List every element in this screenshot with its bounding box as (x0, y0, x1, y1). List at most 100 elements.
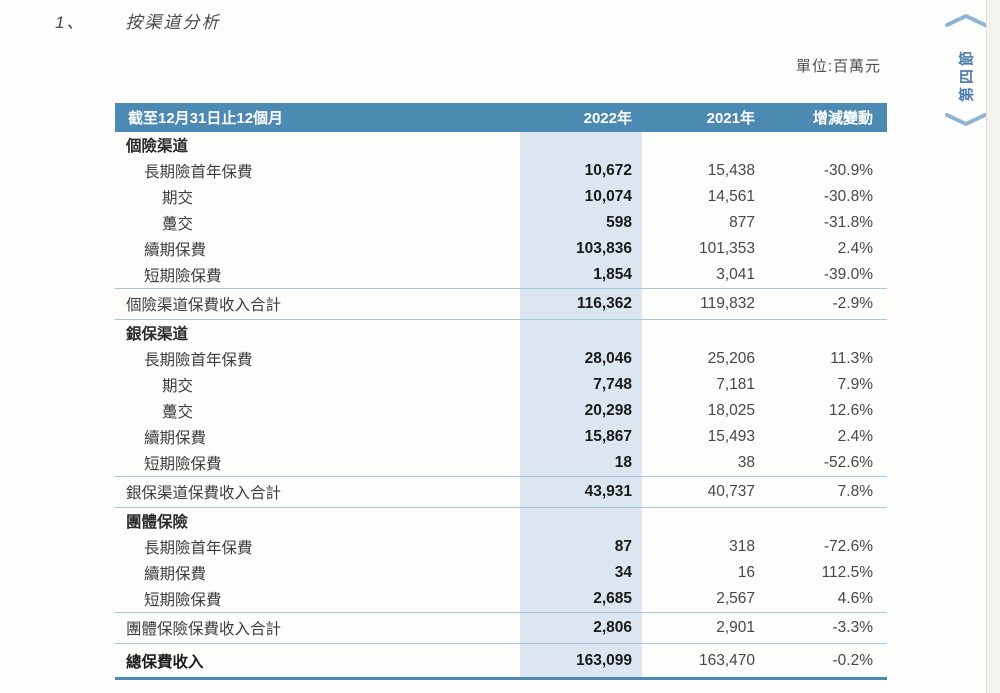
value-2022: 116,362 (520, 289, 642, 319)
value-2021 (642, 132, 765, 158)
value-2021: 3,041 (716, 266, 755, 283)
value-2021: 101,353 (698, 240, 755, 257)
table-row: 長期險首年保費 10,672 15,438 -30.9% (115, 158, 887, 184)
table-row: 躉交 20,298 18,025 12.6% (115, 398, 887, 424)
table-row: 銀保渠道保費收入合計 43,931 40,737 7.8% (115, 476, 887, 508)
value-2022: 2,685 (520, 586, 642, 612)
row-label: 長期險首年保費 (144, 164, 253, 181)
table-row: 躉交 598 877 -31.8% (115, 210, 887, 236)
value-2022: 10,672 (520, 158, 642, 184)
unit-label: 單位:百萬元 (795, 58, 881, 75)
value-2021: 25,206 (707, 350, 755, 367)
value-2021: 163,470 (698, 651, 755, 669)
value-change: -39.0% (823, 266, 873, 283)
value-2022: 1,854 (520, 262, 642, 288)
row-label: 銀保渠道 (126, 326, 189, 343)
row-label: 期交 (162, 378, 194, 395)
row-label: 總保費收入 (126, 653, 204, 671)
value-change: -31.8% (823, 214, 873, 231)
column-header-change: 增減變動 (812, 110, 873, 127)
value-2022: 163,099 (520, 644, 642, 677)
row-label: 續期保費 (144, 242, 207, 259)
section-title-number: 1、 (55, 13, 86, 32)
section-title-text: 按渠道分析 (125, 13, 221, 32)
value-2022 (520, 320, 642, 346)
table-row: 長期險首年保費 28,046 25,206 11.3% (115, 346, 887, 372)
row-label: 續期保費 (144, 430, 207, 447)
value-change: 11.3% (830, 350, 873, 367)
value-change: 12.6% (829, 402, 873, 419)
value-2021: 15,438 (707, 162, 755, 179)
value-2022: 598 (520, 210, 642, 236)
value-change (765, 320, 887, 346)
value-change: -30.9% (823, 162, 873, 179)
value-2021 (642, 508, 765, 534)
value-2021: 38 (737, 454, 755, 471)
table-row: 銀保渠道 (115, 320, 887, 346)
value-change: 2.4% (837, 240, 873, 257)
row-label: 長期險首年保費 (144, 352, 253, 369)
value-change: 2.4% (837, 428, 873, 445)
row-label: 短期險保費 (144, 268, 222, 285)
value-change: 112.5% (821, 564, 873, 581)
table-row: 總保費收入 163,099 163,470 -0.2% (115, 644, 887, 680)
value-2022: 20,298 (520, 398, 642, 424)
column-header-2021: 2021年 (706, 110, 755, 127)
value-2021: 119,832 (700, 295, 755, 312)
table-row: 續期保費 103,836 101,353 2.4% (115, 236, 887, 262)
chevron-up-icon (945, 14, 987, 27)
value-2022: 103,836 (520, 236, 642, 262)
value-2021: 18,025 (707, 402, 755, 419)
row-label: 銀保渠道保費收入合計 (126, 485, 282, 502)
row-label: 團體保險保費收入合計 (126, 621, 282, 638)
value-2022 (520, 132, 642, 158)
value-change: 7.8% (837, 483, 873, 500)
table-row: 續期保費 15,867 15,493 2.4% (115, 424, 887, 450)
table-row: 短期險保費 1,854 3,041 -39.0% (115, 262, 887, 288)
value-2022: 43,931 (520, 477, 642, 507)
value-change: -0.2% (832, 651, 874, 669)
column-header-2022: 2022年 (583, 110, 632, 127)
chevron-down-icon (945, 113, 987, 126)
value-2021: 40,737 (707, 483, 755, 500)
row-label: 短期險保費 (144, 456, 222, 473)
row-label: 個險渠道 (126, 138, 189, 155)
value-2021: 14,561 (707, 188, 755, 205)
value-change (765, 132, 887, 158)
value-change: 7.9% (837, 376, 873, 393)
side-tab-section-label: 第四節 (958, 47, 976, 103)
page-edge (987, 0, 1000, 693)
value-2022: 7,748 (520, 372, 642, 398)
value-change: -52.6% (823, 454, 873, 471)
value-2021: 877 (729, 214, 755, 231)
value-2021: 7,181 (716, 376, 755, 393)
value-2021: 16 (737, 564, 755, 581)
page-edge-line (986, 0, 987, 693)
section-title: 1、 按渠道分析 (55, 8, 220, 33)
table-row: 短期險保費 2,685 2,567 4.6% (115, 586, 887, 612)
table-row: 長期險首年保費 87 318 -72.6% (115, 534, 887, 560)
row-label: 個險渠道保費收入合計 (126, 297, 282, 314)
value-2021 (642, 320, 765, 346)
value-change (765, 508, 887, 534)
value-2022: 15,867 (520, 424, 642, 450)
row-label: 躉交 (162, 216, 194, 233)
column-header-period: 截至12月31日止12個月 (128, 110, 284, 127)
table-row: 續期保費 34 16 112.5% (115, 560, 887, 586)
value-2021: 318 (729, 538, 755, 555)
value-2021: 2,567 (716, 590, 755, 607)
row-label: 團體保險 (126, 514, 189, 531)
value-2022: 87 (520, 534, 642, 560)
value-change: -72.6% (823, 538, 873, 555)
value-2021: 2,901 (716, 619, 755, 636)
table-body: 個險渠道長期險首年保費 10,672 15,438 -30.9% 期交 10,074 14,… (115, 132, 887, 680)
value-2022: 10,074 (520, 184, 642, 210)
row-label: 短期險保費 (144, 592, 222, 609)
row-label: 期交 (162, 190, 194, 207)
value-2021: 15,493 (707, 428, 755, 445)
value-change: -3.3% (832, 619, 874, 636)
table-row: 個險渠道保費收入合計 116,362 119,832 -2.9% (115, 288, 887, 320)
table-row: 團體保險 (115, 508, 887, 534)
value-2022: 2,806 (520, 613, 642, 643)
